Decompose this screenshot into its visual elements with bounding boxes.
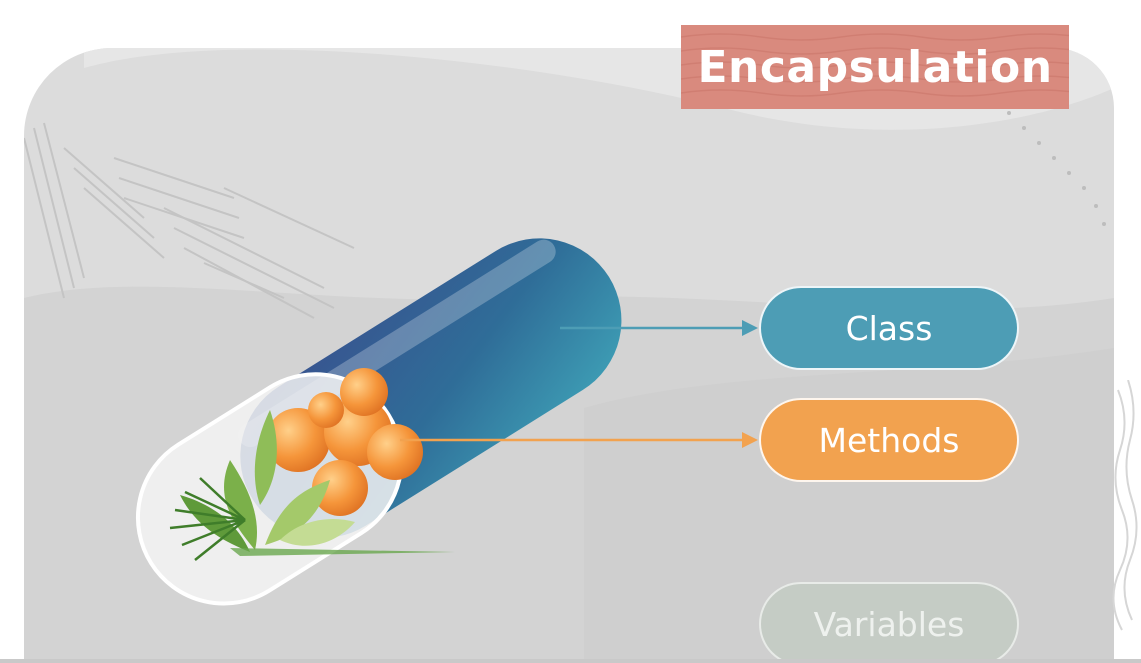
variables-label: Variables	[759, 582, 1019, 663]
methods-label: Methods	[759, 398, 1019, 482]
right-edge-decoration	[1112, 380, 1138, 631]
banner-texture	[681, 33, 1069, 97]
title-banner: Encapsulation	[681, 25, 1069, 109]
methods-arrow	[400, 432, 758, 448]
class-label: Class	[759, 286, 1019, 370]
berries-icon	[266, 368, 423, 516]
leaves-icon	[169, 410, 455, 561]
page-title: Encapsulation	[697, 41, 1053, 93]
class-arrow	[560, 320, 758, 336]
methods-label-text: Methods	[818, 420, 960, 460]
class-label-text: Class	[845, 308, 933, 348]
bottom-divider	[0, 659, 1141, 663]
variables-label-text: Variables	[813, 604, 965, 644]
